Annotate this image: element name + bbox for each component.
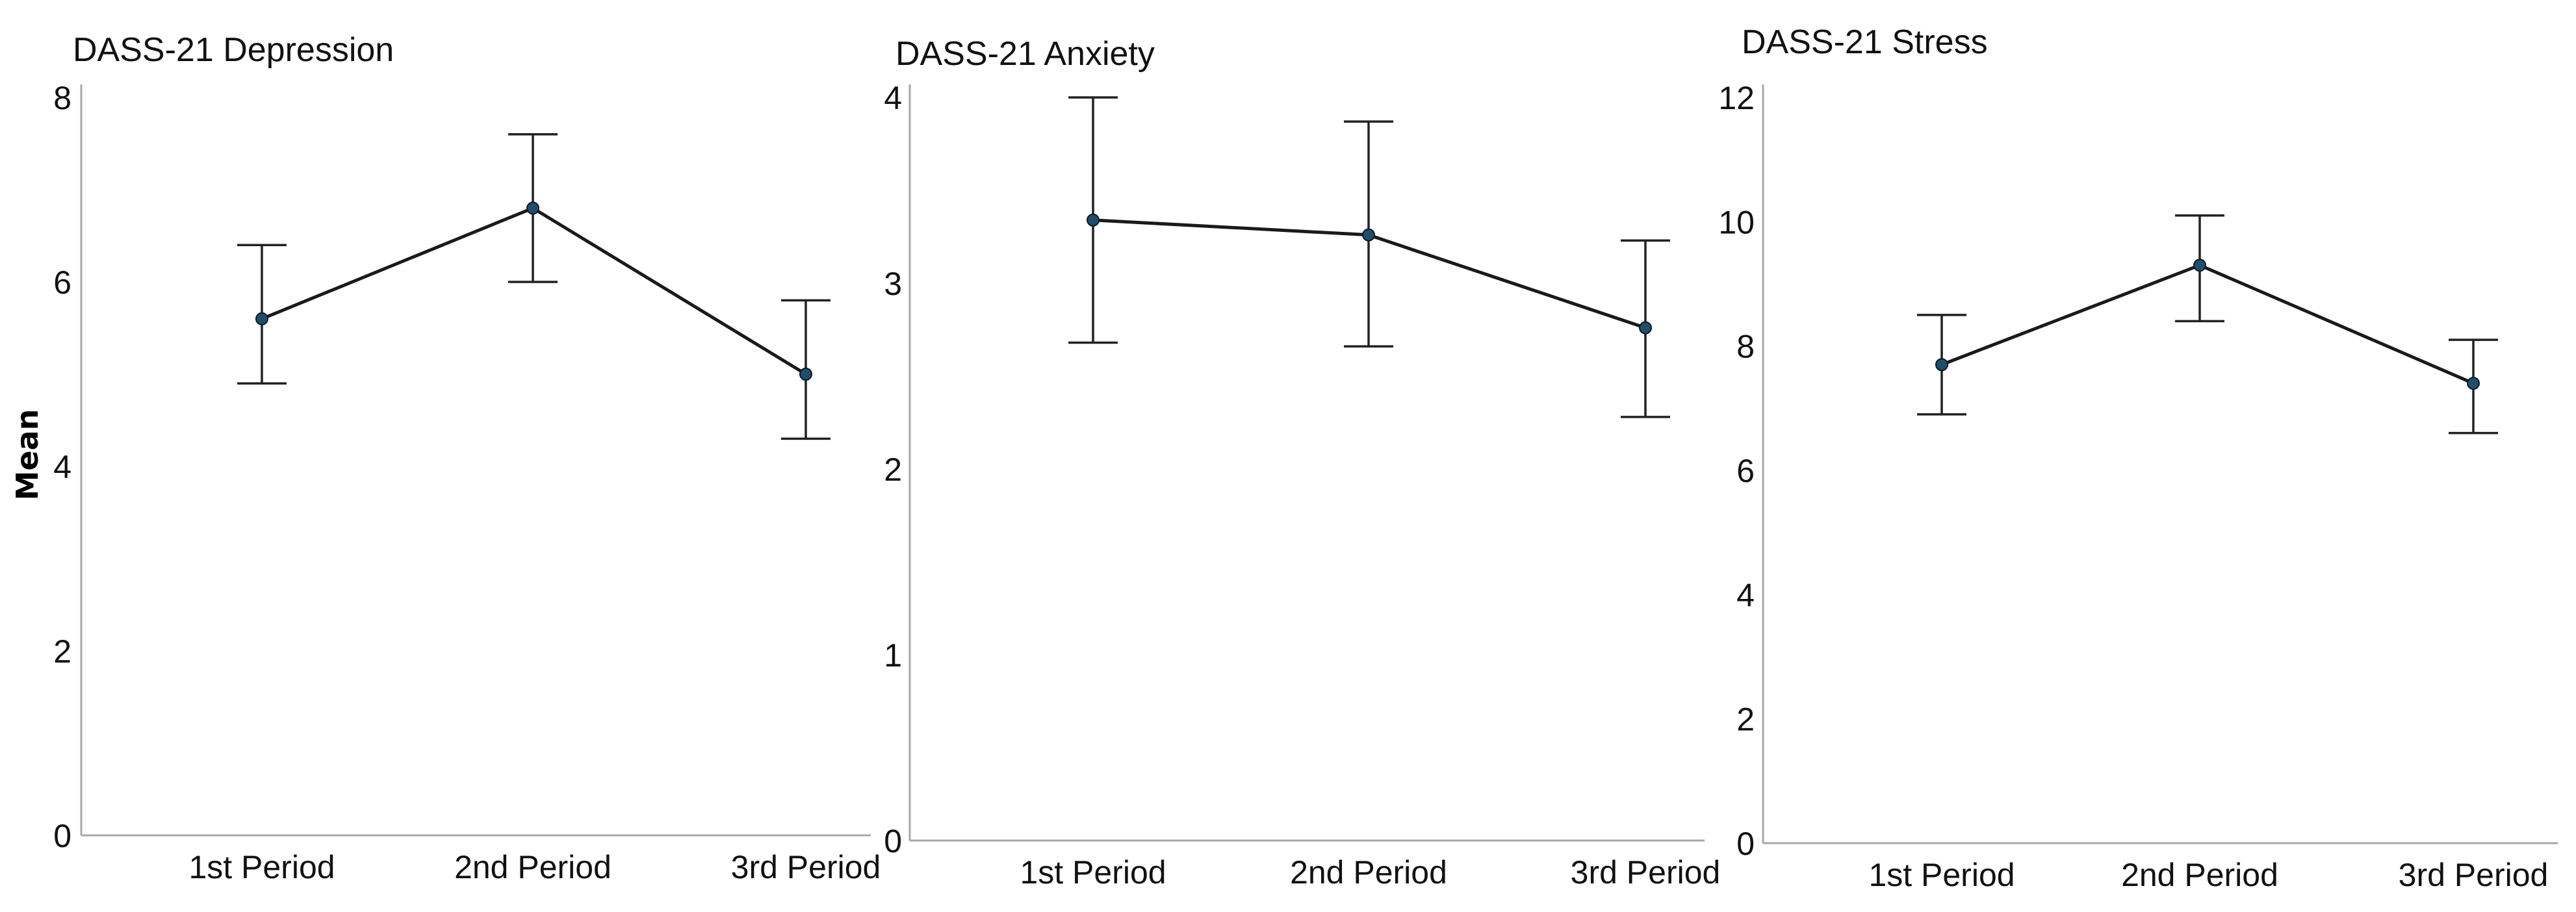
- y-tick-label: 4: [1736, 577, 1755, 613]
- chart-panel-2: DASS-21 Anxiety 0 1 2 3 4 1st Period 2nd Period…: [884, 35, 1720, 891]
- panels: DASS-21 Depression 0 2 4 6 8 1st Period 2nd Per…: [53, 23, 2558, 893]
- data-point: [1935, 358, 1948, 372]
- y-tick-label: 0: [1736, 826, 1755, 862]
- chart-panel-3: DASS-21 Stress 0 2 4 6 8 10 12 1st Period 2nd Per…: [1718, 23, 2558, 893]
- data-point: [255, 312, 268, 325]
- data-point: [526, 201, 539, 215]
- data-point: [1087, 213, 1100, 227]
- y-tick-label: 12: [1718, 80, 1755, 116]
- chart-title: DASS-21 Stress: [1742, 23, 1988, 61]
- y-tick-label: 8: [53, 80, 71, 116]
- x-tick-label: 3rd Period: [1571, 854, 1721, 891]
- data-point: [1639, 321, 1652, 335]
- data-point: [799, 368, 812, 381]
- y-tick-label: 8: [1736, 329, 1755, 365]
- y-tick-label: 1: [884, 637, 902, 674]
- series-line: [1941, 263, 2474, 385]
- chart-title: DASS-21 Anxiety: [895, 35, 1155, 73]
- data-point: [1362, 228, 1375, 242]
- x-tick-label: 1st Period: [1868, 857, 2015, 893]
- y-tick-label: 4: [53, 449, 71, 485]
- x-tick-label: 3rd Period: [731, 849, 881, 885]
- y-tick-label: 2: [53, 633, 71, 670]
- chart-panel-1: DASS-21 Depression 0 2 4 6 8 1st Period 2nd Per…: [53, 31, 881, 885]
- y-tick-label: 10: [1718, 204, 1755, 240]
- y-axis-label: Mean: [10, 409, 45, 501]
- chart-title: DASS-21 Depression: [73, 31, 394, 69]
- y-tick-label: 0: [53, 818, 71, 854]
- y-tick-label: 0: [884, 823, 902, 859]
- x-tick-label: 2nd Period: [454, 849, 612, 885]
- x-tick-label: 1st Period: [1020, 854, 1166, 891]
- x-tick-label: 2nd Period: [1290, 854, 1447, 891]
- data-point: [2193, 259, 2206, 272]
- x-tick-label: 2nd Period: [2121, 857, 2278, 893]
- y-tick-label: 2: [884, 451, 902, 488]
- y-tick-label: 6: [1736, 453, 1755, 489]
- y-tick-label: 6: [53, 264, 71, 301]
- y-tick-label: 3: [884, 266, 902, 302]
- data-point: [2467, 377, 2480, 390]
- y-tick-label: 4: [884, 80, 902, 116]
- x-tick-label: 1st Period: [188, 849, 335, 885]
- x-tick-label: 3rd Period: [2399, 857, 2549, 893]
- y-tick-label: 2: [1736, 702, 1755, 738]
